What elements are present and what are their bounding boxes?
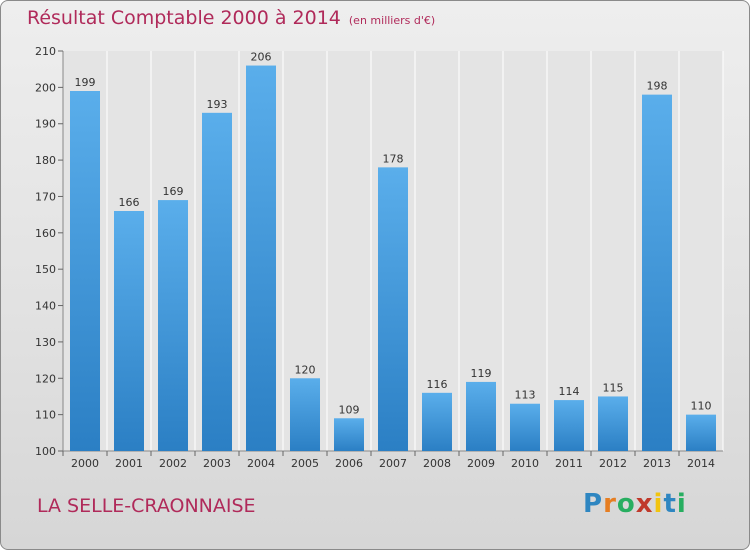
chart-title-block: Résultat Comptable 2000 à 2014 (en millie… [27, 7, 435, 29]
bar-value-label: 109 [339, 403, 360, 416]
bar [334, 418, 364, 451]
bar-value-label: 198 [647, 80, 668, 93]
y-tick-label: 170 [35, 190, 56, 203]
y-tick-label: 120 [35, 372, 56, 385]
logo-letter: r [603, 489, 617, 519]
y-tick-label: 180 [35, 154, 56, 167]
bar-value-label: 116 [427, 378, 448, 391]
logo-letter: i [653, 489, 664, 519]
x-tick-label: 2010 [511, 457, 539, 470]
bar-value-label: 169 [163, 185, 184, 198]
x-tick-label: 2011 [555, 457, 583, 470]
bar [466, 381, 496, 451]
chart-subtitle: (en milliers d'€) [348, 14, 436, 27]
x-tick-label: 2008 [423, 457, 451, 470]
x-tick-label: 2012 [599, 457, 627, 470]
bar-value-label: 114 [559, 385, 580, 398]
commune-name: LA SELLE-CRAONNAISE [37, 495, 256, 517]
logo-letter: x [635, 489, 654, 519]
x-tick-label: 2003 [203, 457, 231, 470]
bar [114, 211, 144, 451]
bar-value-label: 119 [471, 367, 492, 380]
bar-value-label: 166 [119, 196, 140, 209]
logo-letter: i [676, 489, 687, 519]
bar [378, 167, 408, 451]
logo-letter: o [616, 489, 636, 519]
bar-value-label: 113 [515, 389, 536, 402]
y-tick-label: 190 [35, 118, 56, 131]
bar [290, 378, 320, 451]
x-tick-label: 2001 [115, 457, 143, 470]
y-tick-label: 200 [35, 81, 56, 94]
bar-value-label: 193 [207, 98, 228, 111]
y-tick-label: 150 [35, 263, 56, 276]
bar-value-label: 120 [295, 363, 316, 376]
x-tick-label: 2004 [247, 457, 275, 470]
x-tick-label: 2014 [687, 457, 715, 470]
bar [246, 65, 276, 451]
bar [554, 400, 584, 451]
bar-value-label: 115 [603, 381, 624, 394]
y-tick-label: 100 [35, 445, 56, 458]
bar [202, 112, 232, 452]
y-tick-label: 210 [35, 45, 56, 58]
chart-title: Résultat Comptable 2000 à 2014 [27, 7, 341, 29]
bar [686, 414, 716, 451]
x-tick-label: 2013 [643, 457, 671, 470]
bar-value-label: 178 [383, 152, 404, 165]
bar [598, 396, 628, 451]
x-tick-label: 2007 [379, 457, 407, 470]
y-tick-label: 110 [35, 409, 56, 422]
x-tick-label: 2009 [467, 457, 495, 470]
bar [158, 200, 188, 451]
proxiti-logo: Proxiti [583, 489, 687, 519]
y-tick-label: 130 [35, 336, 56, 349]
bar [70, 91, 100, 451]
bar [642, 94, 672, 452]
x-tick-label: 2000 [71, 457, 99, 470]
x-tick-label: 2006 [335, 457, 363, 470]
bar [422, 392, 452, 451]
x-tick-label: 2002 [159, 457, 187, 470]
y-tick-label: 160 [35, 227, 56, 240]
x-tick-label: 2005 [291, 457, 319, 470]
logo-letter: t [663, 489, 677, 519]
y-tick-label: 140 [35, 300, 56, 313]
bar [510, 403, 540, 451]
bar-value-label: 206 [251, 51, 272, 64]
bar-value-label: 110 [691, 400, 712, 413]
logo-letter: P [583, 489, 604, 519]
bar-value-label: 199 [75, 76, 96, 89]
